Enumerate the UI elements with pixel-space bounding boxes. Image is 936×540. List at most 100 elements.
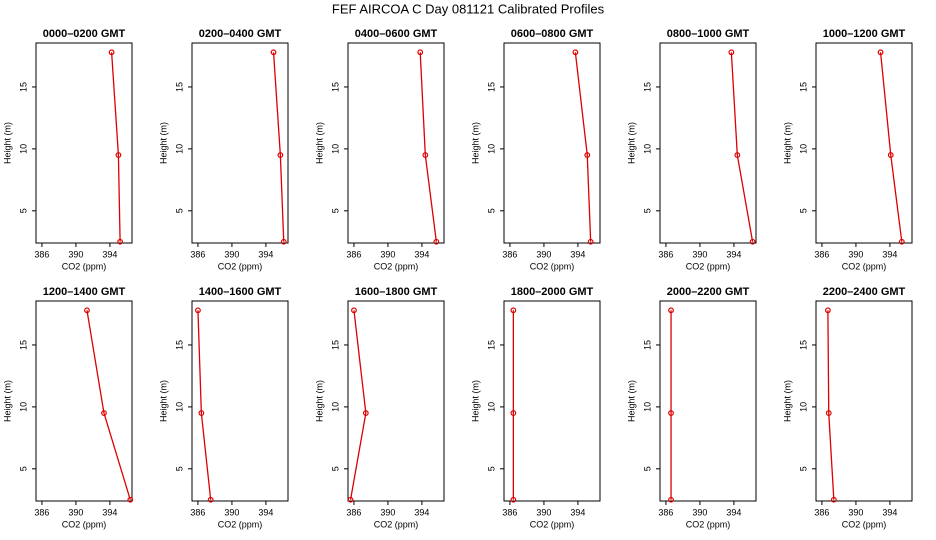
y-tick-label: 10	[330, 144, 340, 154]
point	[668, 410, 674, 416]
point	[108, 49, 115, 56]
plot-frame	[503, 300, 601, 502]
profile-line	[110, 52, 121, 242]
page-title: FEF AIRCOA C Day 081121 Calibrated Profi…	[332, 1, 605, 16]
y-tick-label: 10	[330, 402, 340, 412]
point	[84, 307, 90, 314]
x-axis-label: CO2 (ppm)	[530, 261, 575, 271]
x-tick-label: 386	[346, 249, 361, 259]
x-tick-label: 386	[502, 249, 517, 259]
point	[734, 152, 741, 158]
x-tick-label: 394	[726, 507, 741, 517]
x-tick-label: 386	[814, 249, 829, 259]
profile-line	[879, 52, 903, 242]
point	[195, 307, 201, 314]
profile-line	[272, 52, 285, 242]
plot-frame	[35, 42, 133, 244]
y-tick-label: 15	[642, 340, 652, 350]
x-axis-label: CO2 (ppm)	[218, 261, 263, 271]
profile-line	[349, 310, 367, 500]
x-tick-label: 390	[224, 249, 239, 259]
point	[510, 307, 517, 314]
y-axis-label: Height (m)	[2, 380, 12, 422]
x-axis-label: CO2 (ppm)	[530, 519, 575, 529]
plot-frame	[815, 42, 913, 244]
plot-frame	[347, 42, 445, 244]
x-tick-label: 386	[658, 507, 673, 517]
panel-title: 1600–1800 GMT	[355, 286, 438, 298]
point	[127, 496, 134, 503]
point	[422, 152, 429, 158]
point	[347, 496, 354, 503]
x-tick-label: 390	[692, 507, 707, 517]
point	[510, 410, 517, 416]
point	[825, 410, 832, 416]
y-tick-label: 10	[486, 144, 496, 154]
y-tick-label: 5	[18, 208, 28, 213]
panel-title: 1400–1600 GMT	[199, 286, 282, 298]
y-tick-label: 10	[798, 402, 808, 412]
y-tick-label: 15	[330, 82, 340, 92]
x-tick-label: 390	[692, 249, 707, 259]
x-axis-label: CO2 (ppm)	[842, 519, 887, 529]
plot-frame	[815, 300, 913, 502]
y-tick-label: 5	[642, 208, 652, 213]
x-tick-label: 390	[380, 507, 395, 517]
x-axis-label: CO2 (ppm)	[62, 519, 107, 529]
y-tick-label: 5	[798, 466, 808, 471]
x-tick-label: 390	[68, 507, 83, 517]
x-tick-label: 390	[536, 249, 551, 259]
point	[898, 238, 905, 245]
point	[668, 307, 674, 314]
x-tick-label: 394	[570, 507, 585, 517]
point	[417, 49, 424, 56]
x-tick-label: 386	[346, 507, 361, 517]
y-tick-label: 15	[174, 82, 184, 92]
x-axis-label: CO2 (ppm)	[842, 261, 887, 271]
y-tick-label: 10	[798, 144, 808, 154]
y-tick-label: 15	[642, 82, 652, 92]
point	[584, 152, 591, 158]
y-tick-label: 10	[174, 402, 184, 412]
point	[587, 238, 594, 245]
y-axis-label: Height (m)	[2, 122, 12, 164]
profile-line	[827, 310, 835, 500]
y-tick-label: 15	[174, 340, 184, 350]
y-tick-label: 10	[642, 402, 652, 412]
panel-title: 0600–0800 GMT	[511, 28, 594, 40]
profile-line	[419, 52, 437, 242]
point	[280, 238, 287, 245]
point	[824, 307, 831, 314]
y-tick-label: 5	[798, 208, 808, 213]
point	[277, 152, 284, 158]
point	[362, 410, 369, 416]
y-tick-label: 15	[18, 340, 28, 350]
panel-title: 1000–1200 GMT	[823, 28, 906, 40]
y-tick-label: 15	[330, 340, 340, 350]
plot-frame	[659, 42, 757, 244]
y-axis-label: Height (m)	[626, 380, 636, 422]
point	[572, 49, 579, 56]
x-tick-label: 390	[536, 507, 551, 517]
panel-title: 0000–0200 GMT	[43, 28, 126, 40]
x-tick-label: 394	[102, 249, 117, 259]
y-axis-label: Height (m)	[782, 380, 792, 422]
point	[830, 496, 837, 503]
y-tick-label: 5	[174, 466, 184, 471]
y-tick-label: 5	[330, 208, 340, 213]
y-tick-label: 15	[798, 340, 808, 350]
x-tick-label: 390	[848, 507, 863, 517]
x-tick-label: 386	[814, 507, 829, 517]
x-tick-label: 390	[380, 249, 395, 259]
y-tick-label: 5	[486, 466, 496, 471]
point	[270, 49, 277, 56]
panel-title: 0800–1000 GMT	[667, 28, 750, 40]
x-tick-label: 394	[102, 507, 117, 517]
x-axis-label: CO2 (ppm)	[374, 519, 419, 529]
x-tick-label: 386	[34, 249, 49, 259]
y-tick-label: 15	[486, 82, 496, 92]
x-axis-label: CO2 (ppm)	[686, 261, 731, 271]
y-tick-label: 5	[330, 466, 340, 471]
x-axis-label: CO2 (ppm)	[218, 519, 263, 529]
